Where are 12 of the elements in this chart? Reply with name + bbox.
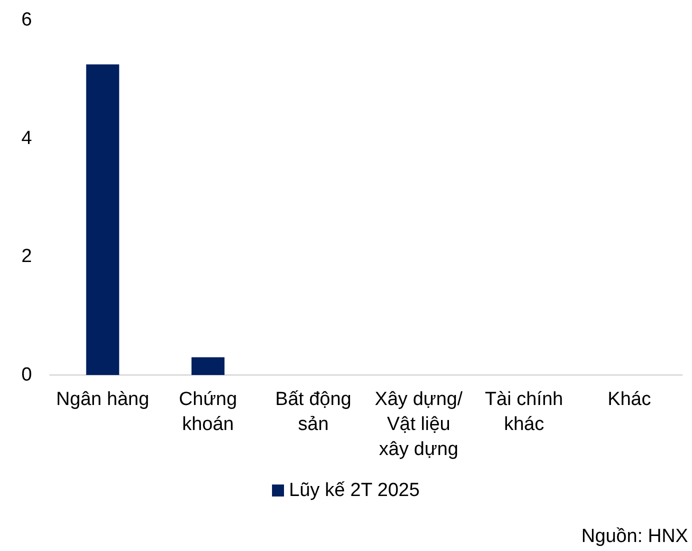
y-tick-label: 6 bbox=[21, 10, 32, 30]
x-tick-label: Ngân hàng bbox=[56, 389, 150, 410]
x-tick-label: Khác bbox=[608, 389, 651, 410]
x-tick-label: Chứng khoán bbox=[178, 389, 238, 435]
y-tick-label: 4 bbox=[21, 128, 32, 149]
x-tick-label: Tài chính khác bbox=[484, 389, 564, 435]
x-tick-label: Xây dựng/ Vật liệu xây dựng bbox=[374, 389, 464, 460]
text: Nguồn: HNX bbox=[581, 526, 688, 547]
y-tick-label: 0 bbox=[21, 364, 32, 386]
x-tick-label: Bất động sản bbox=[275, 389, 352, 435]
y-tick-label: 2 bbox=[21, 246, 32, 268]
legend-label: Lũy kế 2T 2025 bbox=[289, 480, 420, 501]
